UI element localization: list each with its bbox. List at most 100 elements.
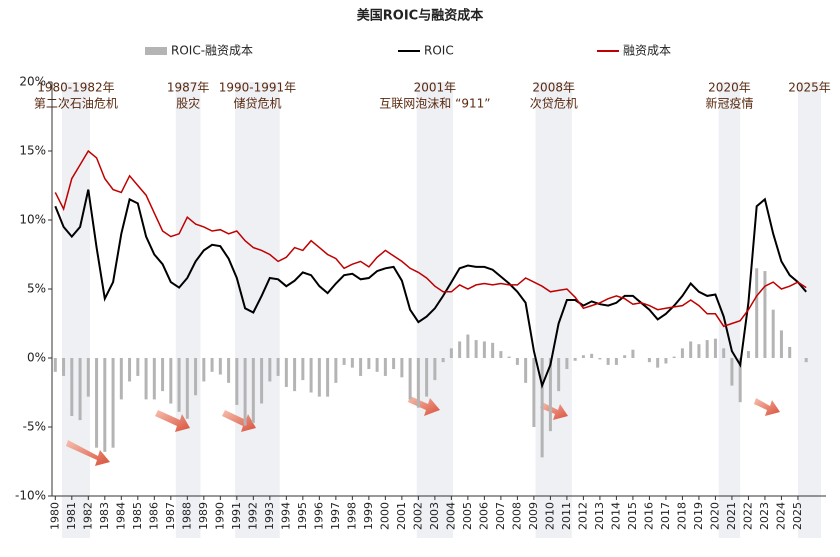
bar [350,358,354,368]
x-tick-label: 2005 [461,502,474,530]
x-tick-label: 2000 [378,502,391,530]
bar [185,358,189,419]
event-band [235,82,280,538]
event-label: 储贷危机 [233,96,281,111]
event-label: 1980-1982年 [37,81,114,95]
bar [359,358,363,376]
bar [243,358,247,426]
x-tick-label: 2010 [543,502,556,530]
y-tick-label: 5% [27,282,46,296]
trend-arrows [66,396,780,466]
y-tick-label: 15% [19,144,46,158]
bar [268,358,272,382]
bar [779,330,783,358]
x-tick-label: 1996 [312,502,325,530]
bar [647,358,651,363]
bar [466,334,470,358]
line [54,189,807,389]
bar [152,358,156,400]
x-tick-label: 1985 [131,502,144,530]
bar [590,353,594,358]
bar [408,358,412,400]
event-label: 股灾 [176,96,200,111]
bar [664,358,668,364]
bar [375,358,379,372]
bar [697,344,701,358]
bar [730,358,734,386]
bar [738,358,742,403]
bar [293,358,297,392]
bar [705,340,709,358]
bar [713,338,717,358]
x-tick-label: 2021 [725,502,738,530]
bar [86,358,90,397]
bar [103,358,107,452]
legend-label: 融资成本 [623,44,671,58]
x-tick-label: 2004 [444,502,457,530]
event-label: 第二次石油危机 [34,97,118,111]
x-tick-label: 2019 [692,502,705,530]
x-tick-label: 1988 [180,502,193,530]
bar [755,268,759,358]
bar [334,358,338,383]
bar [309,358,313,393]
bar [202,358,206,382]
bar [573,358,577,361]
bar [548,358,552,432]
bar [631,349,635,358]
event-band [175,82,201,538]
bar [449,348,453,358]
bar [433,358,437,381]
bar [95,358,99,448]
legend-label: ROIC-融资成本 [171,44,253,58]
x-tick-label: 2001 [395,502,408,530]
x-tick-label: 1984 [114,502,127,530]
bar [119,358,123,400]
bar [532,358,536,427]
bar [524,358,528,383]
x-tick-label: 1986 [147,502,160,530]
bar [169,358,173,404]
bar [482,341,486,358]
bar [111,358,115,448]
x-tick-label: 1987 [164,502,177,530]
chart-title: 美国ROIC与融资成本 [357,8,483,24]
x-tick-label: 2023 [758,502,771,530]
event-band [797,82,822,538]
bar [227,358,231,383]
bar [672,356,676,358]
bar [441,358,445,363]
x-tick-label: 2020 [708,502,721,530]
y-tick-label: 0% [27,351,46,365]
bar [507,356,511,358]
bar [606,358,610,365]
bar [70,358,74,416]
bar [161,358,165,392]
x-tick-label: 1983 [98,502,111,530]
x-tick-label: 2007 [494,502,507,530]
bar [689,341,693,358]
bar [771,309,775,358]
bar [342,358,346,365]
x-tick-label: 1999 [362,502,375,530]
x-tick-label: 2022 [741,502,754,530]
x-tick-label: 1981 [65,502,78,530]
bar [367,358,371,370]
x-tick-label: 2012 [576,502,589,530]
bar [623,355,627,358]
event-label: 1987年 [167,81,210,95]
x-tick-label: 2015 [626,502,639,530]
bar [392,358,396,370]
bar [400,358,404,378]
bar [540,358,544,458]
event-label: 2001年 [414,81,457,95]
bar [746,351,750,358]
bar [62,358,66,376]
x-tick-label: 1980 [48,502,61,530]
y-tick-label: 10% [19,213,46,227]
x-tick-label: 2016 [642,502,655,530]
legend-label: ROIC [424,44,454,58]
x-tick-label: 2011 [560,502,573,530]
x-tick-label: 1997 [329,502,342,530]
x-tick-label: 1990 [213,502,226,530]
